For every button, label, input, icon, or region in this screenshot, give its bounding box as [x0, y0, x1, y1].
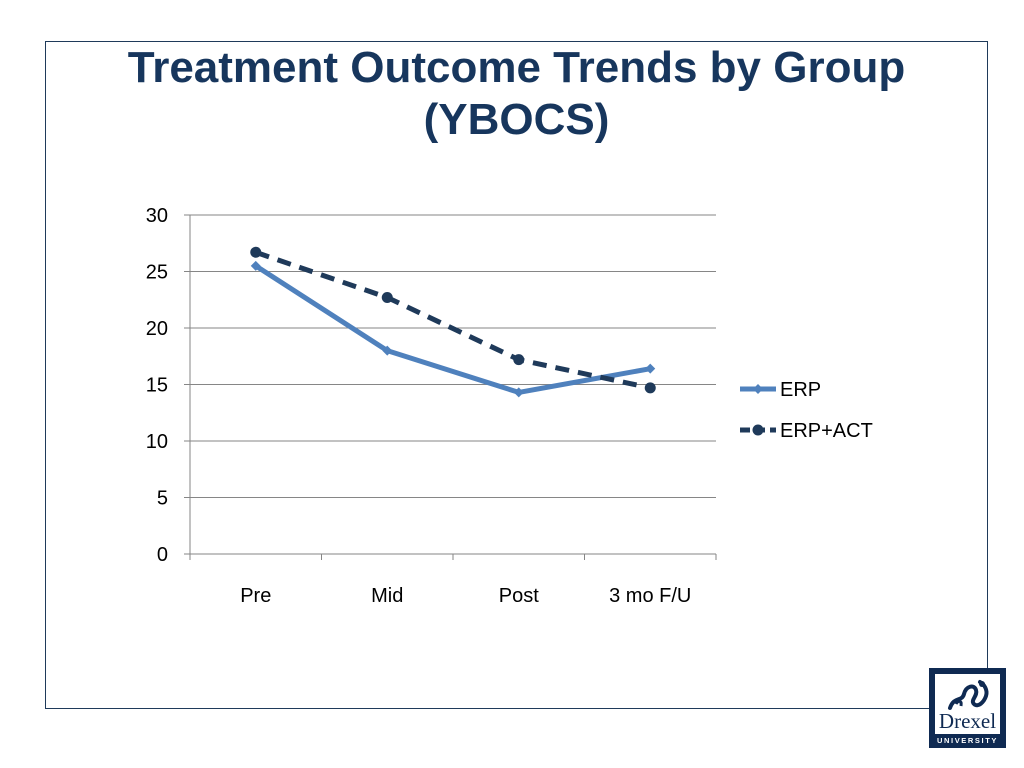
y-tick-label: 20 [146, 318, 168, 340]
legend-swatch-marker [752, 424, 764, 436]
logo-panel: Drexel [934, 673, 1001, 735]
y-tick-label: 10 [146, 431, 168, 453]
slide-frame [45, 41, 988, 709]
legend-label: ERP+ACT [780, 420, 873, 442]
y-tick-label: 30 [146, 205, 168, 227]
x-tick-label: Post [499, 585, 539, 607]
x-tick-label: 3 mo F/U [609, 585, 691, 607]
series-erp [250, 260, 656, 398]
legend-swatch-marker [753, 384, 763, 394]
data-point [513, 354, 525, 366]
slide-title-line-2: (YBOCS) [423, 95, 610, 144]
dragon-icon [948, 680, 989, 710]
data-point [250, 246, 262, 258]
series-lines [250, 246, 656, 398]
data-point [513, 387, 524, 398]
slide-title: Treatment Outcome Trends by Group (YBOCS… [45, 42, 988, 146]
data-point [645, 363, 656, 374]
series-erp-act [250, 246, 656, 394]
y-tick-label: 25 [146, 262, 168, 284]
x-tick-label: Pre [240, 585, 271, 607]
gridlines [190, 214, 716, 498]
legend: ERP ERP+ACT [740, 379, 873, 442]
data-point [644, 382, 656, 394]
logo-name: Drexel [938, 709, 997, 733]
data-point [250, 260, 261, 271]
y-tick-label: 0 [157, 544, 168, 566]
y-tick-label: 5 [157, 488, 168, 510]
series-line [254, 249, 651, 391]
drexel-logo: Drexel UNIVERSITY [929, 668, 1006, 748]
slide-title-line-1: Treatment Outcome Trends by Group [127, 43, 906, 92]
data-point [382, 345, 393, 356]
x-tick-label: Mid [371, 585, 403, 607]
y-tick-label: 15 [146, 375, 168, 397]
logo-subtitle: UNIVERSITY [936, 736, 998, 745]
data-point [381, 291, 393, 303]
legend-label: ERP [780, 379, 821, 401]
axes: 0 5 10 15 20 25 30 Pre Mid Post 3 mo F/U [146, 205, 717, 607]
legend-item: ERP [740, 379, 821, 401]
legend-item: ERP+ACT [740, 420, 873, 442]
series-line [253, 263, 653, 395]
